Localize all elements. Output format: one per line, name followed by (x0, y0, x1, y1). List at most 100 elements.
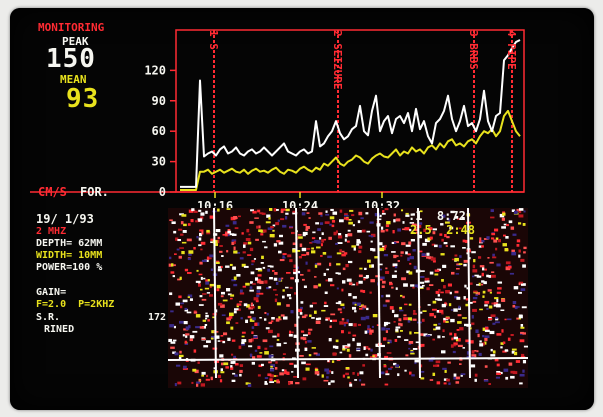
spectrum-speckle (478, 282, 481, 286)
spectrum-speckle (335, 272, 339, 275)
doppler-spectrum (168, 208, 528, 388)
spectrum-speckle (437, 298, 443, 301)
spectrum-speckle (247, 241, 252, 245)
spectrum-speckle (434, 244, 438, 248)
spectrum-speckle (274, 298, 278, 303)
spectrum-speckle (372, 314, 378, 318)
spectrum-speckle (198, 244, 202, 247)
spectrum-speckle (327, 318, 330, 321)
spectrum-speckle (509, 272, 515, 275)
spectrum-speckle (210, 376, 213, 381)
spectrum-speckle (492, 350, 496, 354)
spectrum-speckle (295, 382, 300, 385)
spectrum-speckle (523, 345, 528, 348)
spectrum-speckle (395, 326, 401, 329)
spectrum-speckle (194, 369, 199, 374)
spectrum-speckle (168, 263, 172, 267)
spectrum-speckle (341, 250, 345, 253)
peak-label: PEAK (62, 35, 89, 48)
spectrum-speckle (381, 327, 386, 331)
spectrum-speckle (171, 221, 176, 225)
spectrum-speckle (369, 332, 373, 335)
spectrum-speckle (386, 328, 391, 330)
spectrum-speckle (215, 335, 220, 339)
spectrum-speckle (182, 230, 187, 233)
spectrum-speckle (370, 348, 373, 352)
spectrum-speckle (324, 301, 327, 305)
spectrum-speckle (411, 223, 417, 226)
event-label-1: 1 S (207, 30, 220, 50)
spectrum-speckle (209, 257, 212, 260)
spectrum-speckle (481, 245, 484, 248)
spectrum-speckle (291, 331, 294, 334)
spectrum-speckle (361, 229, 366, 233)
spectrum-speckle (243, 303, 248, 307)
spectrum-speckle (458, 263, 463, 266)
spectrum-speckle (454, 216, 459, 219)
spectrum-speckle (457, 321, 462, 324)
spectrum-speckle (405, 214, 410, 217)
spectrum-speckle (478, 245, 483, 248)
spectrum-speckle (514, 351, 518, 356)
spectrum-speckle (264, 382, 268, 385)
spectrum-speckle (232, 372, 236, 375)
spectrum-speckle (258, 225, 261, 229)
spectrum-speckle (230, 366, 234, 370)
spectrum-speckle (301, 254, 307, 256)
spectrum-speckle (394, 270, 397, 273)
spectrum-speckle (302, 234, 306, 237)
spectrum-speckle (332, 211, 338, 215)
spectrum-speckle (441, 350, 446, 354)
spectrum-speckle (394, 314, 399, 318)
spectrum-speckle (384, 208, 389, 211)
spectrum-speckle (276, 379, 280, 381)
spectrum-speckle (518, 222, 522, 225)
monitoring-label: MONITORING (38, 21, 105, 34)
spectrum-speckle (250, 209, 254, 212)
spectrum-spike (213, 208, 217, 379)
spectrum-speckle (260, 229, 265, 233)
spectrum-speckle (518, 317, 521, 320)
spectrum-speckle (173, 230, 177, 234)
spectrum-speckle (459, 327, 464, 331)
spectrum-speckle (231, 239, 237, 242)
spectrum-speckle (391, 241, 395, 244)
spectrum-speckle (296, 250, 301, 252)
spectrum-speckle (425, 334, 431, 337)
spectrum-speckle (280, 218, 285, 221)
spectrum-speckle (440, 214, 446, 218)
spectrum-speckle (389, 281, 393, 284)
spectrum-speckle (366, 307, 369, 311)
spectrum-speckle (496, 304, 501, 308)
spectrum-speckle (320, 255, 323, 257)
mode-label: RINED (44, 324, 75, 335)
spectrum-speckle (196, 236, 199, 239)
spectrum-speckle (479, 237, 482, 241)
spectrum-speckle (389, 306, 394, 310)
spectrum-speckle (206, 229, 210, 233)
spectrum-speckle (354, 379, 358, 381)
spectrum-speckle (223, 332, 228, 336)
spectrum-speckle (179, 320, 184, 324)
spectrum-speckle (356, 243, 360, 246)
spectrum-speckle (312, 302, 317, 305)
spectrum-speckle (293, 376, 298, 378)
spectrum-speckle (292, 242, 296, 246)
spectrum-speckle (248, 233, 251, 236)
spectrum-speckle (230, 365, 233, 368)
spectrum-speckle (176, 364, 181, 367)
spectrum-speckle (180, 233, 184, 236)
spectrum-speckle (247, 315, 252, 319)
spectrum-speckle (409, 331, 412, 335)
spectrum-speckle (249, 221, 254, 224)
spectrum-speckle (268, 286, 272, 289)
spectrum-speckle (185, 333, 190, 336)
unit-label: CM/S (38, 185, 67, 199)
spectrum-spike (467, 208, 471, 379)
spectrum-speckle (336, 263, 341, 266)
spectrum-speckle (345, 367, 350, 370)
spectrum-speckle (341, 253, 346, 257)
spectrum-speckle (449, 332, 453, 336)
spectrum-speckle (365, 353, 369, 357)
spectrum-speckle (426, 280, 430, 283)
